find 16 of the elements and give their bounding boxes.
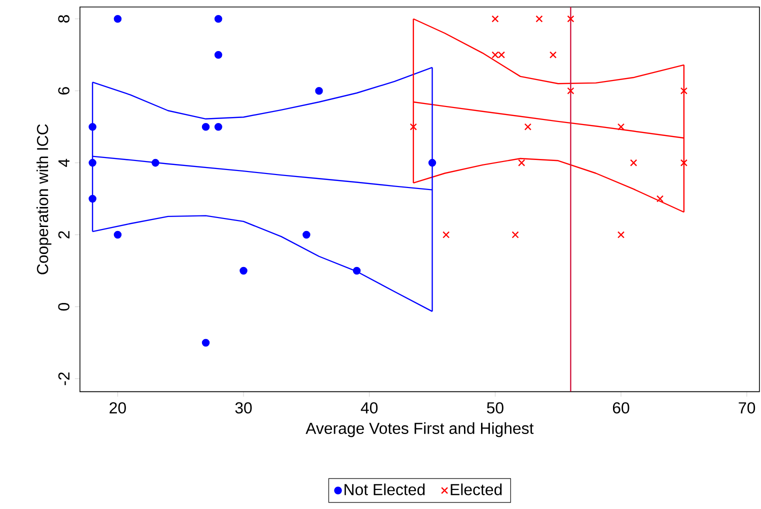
legend-label: Elected (450, 484, 502, 496)
x-tick-label: 70 (738, 402, 756, 414)
y-tick-label: 2 (58, 231, 70, 239)
legend-label: Not Elected (344, 484, 425, 496)
y-tick-label: 4 (58, 159, 70, 168)
y-axis-title: Cooperation with ICC (36, 124, 52, 274)
x-tick-label: 20 (110, 402, 126, 414)
x-tick-label: 40 (360, 402, 378, 414)
x-tick-label: 30 (235, 402, 252, 414)
x-tick-label: 60 (612, 402, 630, 414)
y-tick-label: -2 (58, 372, 70, 386)
y-tick-label: 8 (58, 15, 70, 23)
y-tick-label: 6 (58, 87, 70, 95)
y-tick-label: 0 (58, 303, 70, 311)
x-tick-label: 50 (486, 402, 504, 414)
x-axis-title: Average Votes First and Highest (306, 422, 534, 438)
